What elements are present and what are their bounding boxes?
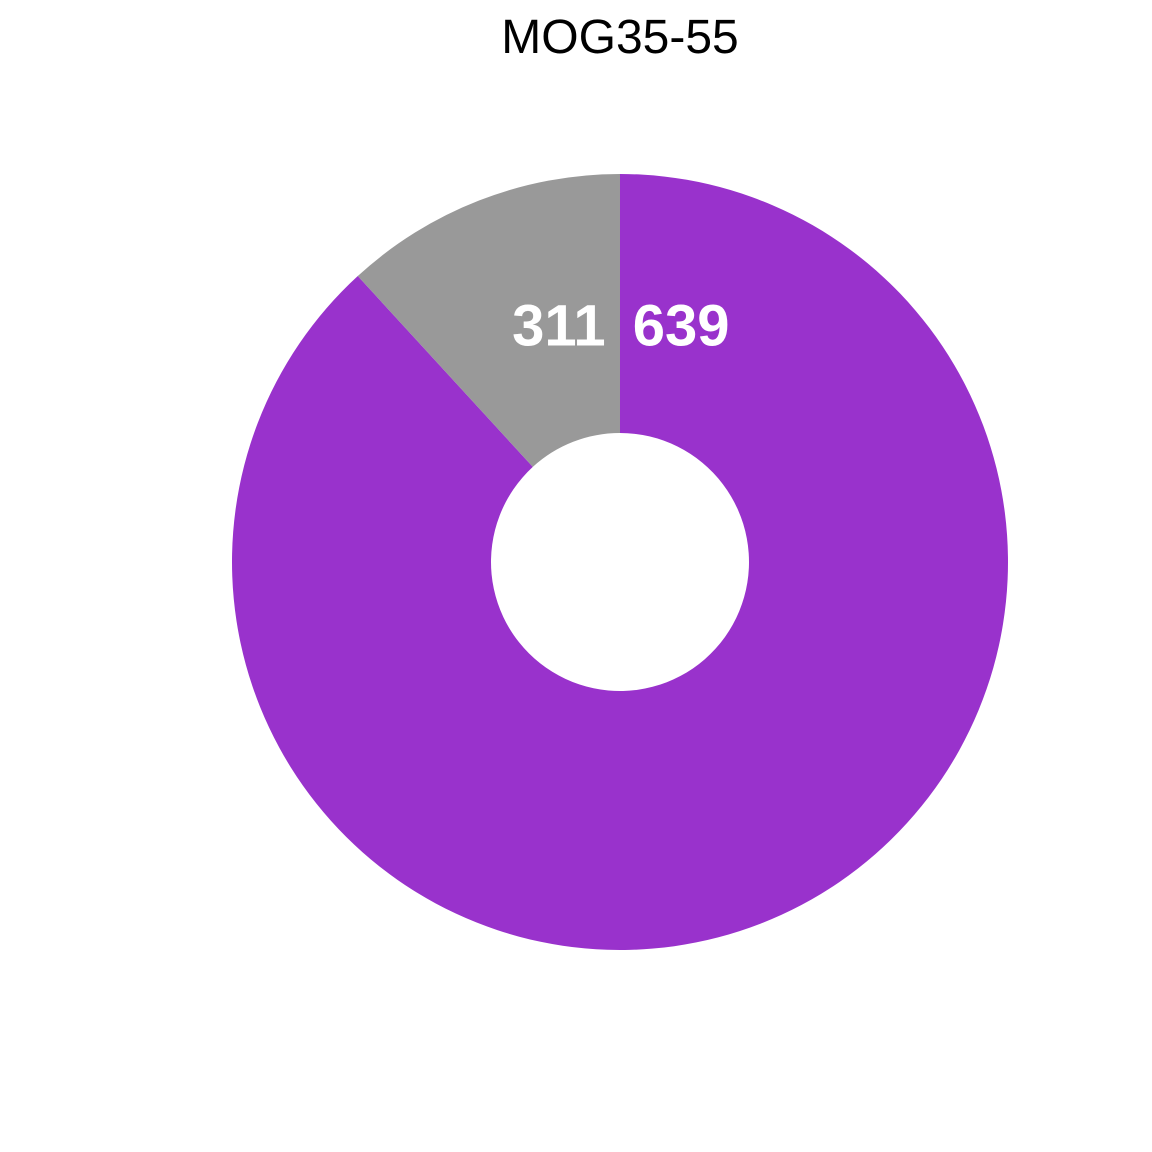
chart-title: MOG35-55 (501, 11, 738, 64)
donut-slices (231, 174, 1008, 951)
slice-label-639: 639 (633, 293, 730, 358)
slice-labels: 639 311 (512, 293, 729, 358)
slice-label-311: 311 (512, 293, 606, 358)
donut-slice-311 (357, 174, 620, 467)
donut-slice-639 (231, 174, 1008, 951)
